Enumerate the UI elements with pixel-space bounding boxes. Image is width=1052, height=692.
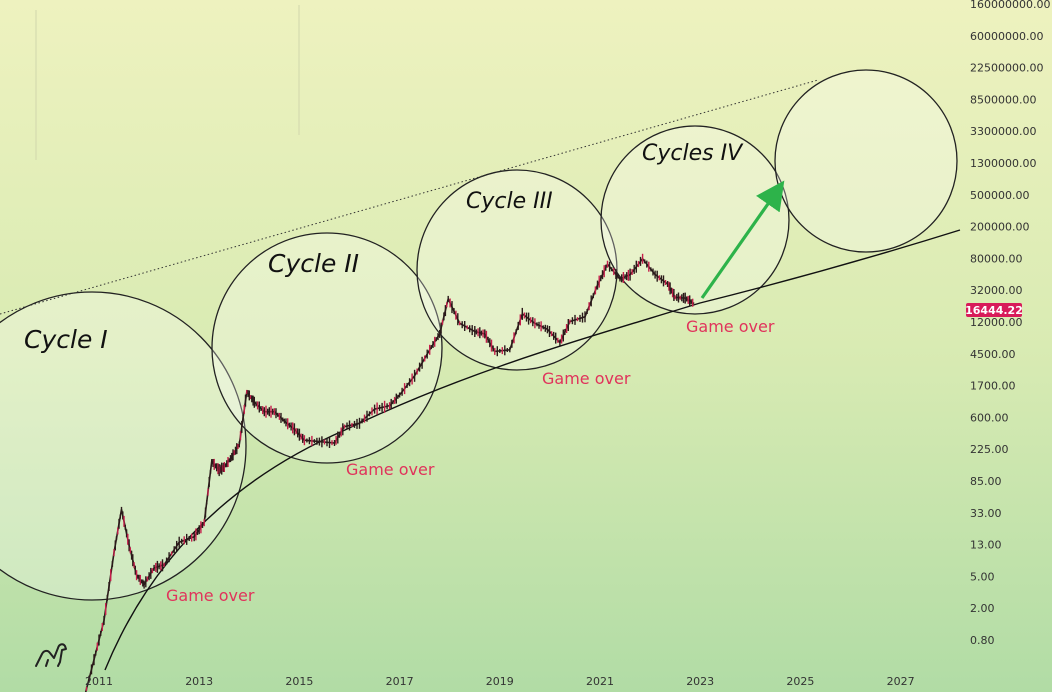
cycle-circle-4 xyxy=(600,125,790,315)
price-tag-label: 16444.22 xyxy=(965,304,1023,317)
cycle-label-1: Cycle I xyxy=(24,325,108,354)
x-tick-label: 2025 xyxy=(786,675,814,688)
upper-trend-line xyxy=(0,79,819,315)
watermark-strokes xyxy=(35,5,300,160)
y-tick-label: 8500000.00 xyxy=(970,93,1036,106)
y-tick-label: 13.00 xyxy=(970,539,1002,552)
x-tick-label: 2021 xyxy=(586,675,614,688)
x-axis: 2011 2013 2015 2017 2019 2021 2023 2025 2027 xyxy=(85,675,915,688)
y-tick-label: 500000.00 xyxy=(970,189,1030,202)
x-tick-label: 2011 xyxy=(85,675,113,688)
y-tick-label: 2.00 xyxy=(970,602,995,615)
cycle-circle-5 xyxy=(774,69,958,253)
projection-arrow xyxy=(700,180,785,299)
cycle-label-3: Cycle III xyxy=(466,189,553,214)
cycle-circle-3 xyxy=(416,169,618,371)
x-tick-label: 2023 xyxy=(686,675,714,688)
y-tick-label: 60000000.00 xyxy=(970,30,1043,43)
y-tick-label: 3300000.00 xyxy=(970,125,1036,138)
game-over-label-3: Game over xyxy=(542,369,631,388)
support-curve xyxy=(104,229,961,671)
y-tick-label: 33.00 xyxy=(970,507,1002,520)
game-over-label-1: Game over xyxy=(166,586,255,605)
x-tick-label: 2027 xyxy=(887,675,915,688)
y-tick-label: 200000.00 xyxy=(970,221,1030,234)
x-tick-label: 2019 xyxy=(486,675,514,688)
current-price-tag: 16444.22 xyxy=(965,303,1023,317)
dino-logo-icon xyxy=(35,643,67,667)
game-over-label-2: Game over xyxy=(346,460,435,479)
cycle-label-4: Cycles IV xyxy=(642,141,744,166)
y-tick-label: 12000.00 xyxy=(970,316,1023,329)
cycle-label-2: Cycle II xyxy=(268,249,359,278)
x-tick-label: 2013 xyxy=(185,675,213,688)
x-tick-label: 2015 xyxy=(285,675,313,688)
game-over-label-4: Game over xyxy=(686,317,775,336)
y-tick-label: 80000.00 xyxy=(970,252,1023,265)
y-tick-label: 160000000.00 xyxy=(970,0,1050,11)
y-axis: 160000000.00 60000000.00 22500000.00 850000… xyxy=(970,0,1050,647)
price-tag-background xyxy=(966,303,1022,317)
y-tick-label: 22500000.00 xyxy=(970,62,1043,75)
y-tick-label: 1700.00 xyxy=(970,380,1016,393)
y-tick-label: 225.00 xyxy=(970,443,1009,456)
price-series xyxy=(84,253,695,692)
y-tick-label: 1300000.00 xyxy=(970,157,1036,170)
y-tick-label: 5.00 xyxy=(970,570,995,583)
y-tick-label: 32000.00 xyxy=(970,284,1023,297)
y-tick-label: 85.00 xyxy=(970,475,1002,488)
y-tick-label: 600.00 xyxy=(970,411,1009,424)
cycle-circles xyxy=(0,69,958,601)
cycle-circle-1 xyxy=(0,291,247,601)
x-tick-label: 2017 xyxy=(386,675,414,688)
y-tick-label: 4500.00 xyxy=(970,348,1016,361)
y-tick-label: 0.80 xyxy=(970,634,995,647)
